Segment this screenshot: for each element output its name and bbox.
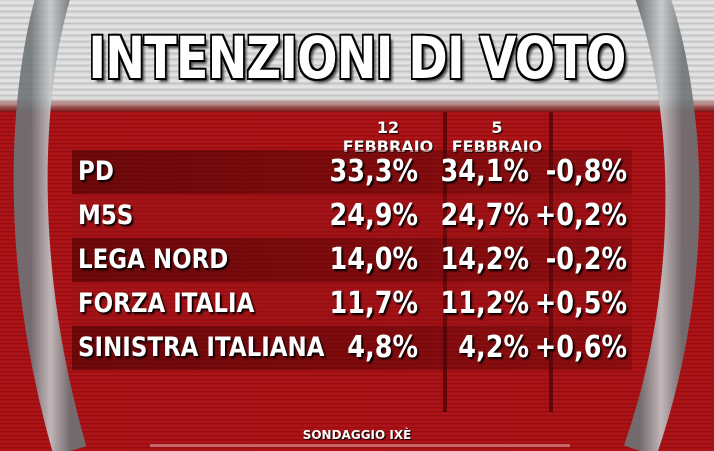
party-label: SINISTRA ITALIANA <box>78 332 325 363</box>
value-difference: -0,8% <box>545 154 627 189</box>
value-difference: +0,2% <box>534 198 627 233</box>
value-difference: -0,2% <box>545 242 627 277</box>
value-12-febbraio: 11,7% <box>329 286 418 321</box>
party-label: M5S <box>78 200 134 231</box>
value-12-febbraio: 24,9% <box>329 198 418 233</box>
table-row: PD 33,3% 34,1% -0,8% <box>72 150 632 194</box>
value-5-febbraio: 34,1% <box>440 154 529 189</box>
table-row: SINISTRA ITALIANA 4,8% 4,2% +0,6% <box>72 326 632 370</box>
party-label: PD <box>78 156 114 187</box>
value-difference: +0,6% <box>534 330 627 365</box>
value-12-febbraio: 33,3% <box>329 154 418 189</box>
source-label: SONDAGGIO IXÈ <box>302 428 412 442</box>
value-12-febbraio: 4,8% <box>347 330 418 365</box>
value-5-febbraio: 11,2% <box>440 286 529 321</box>
party-label: LEGA NORD <box>78 244 229 275</box>
value-5-febbraio: 14,2% <box>440 242 529 277</box>
title-band <box>0 0 714 112</box>
party-label: FORZA ITALIA <box>78 288 255 319</box>
value-5-febbraio: 4,2% <box>458 330 529 365</box>
fine-print-line <box>150 444 570 447</box>
value-5-febbraio: 24,7% <box>440 198 529 233</box>
value-difference: +0,5% <box>534 286 627 321</box>
table-row: M5S 24,9% 24,7% +0,2% <box>72 194 632 238</box>
value-12-febbraio: 14,0% <box>329 242 418 277</box>
chart-title: INTENZIONI DI VOTO <box>88 24 626 92</box>
table-row: LEGA NORD 14,0% 14,2% -0,2% <box>72 238 632 282</box>
table-row: FORZA ITALIA 11,7% 11,2% +0,5% <box>72 282 632 326</box>
